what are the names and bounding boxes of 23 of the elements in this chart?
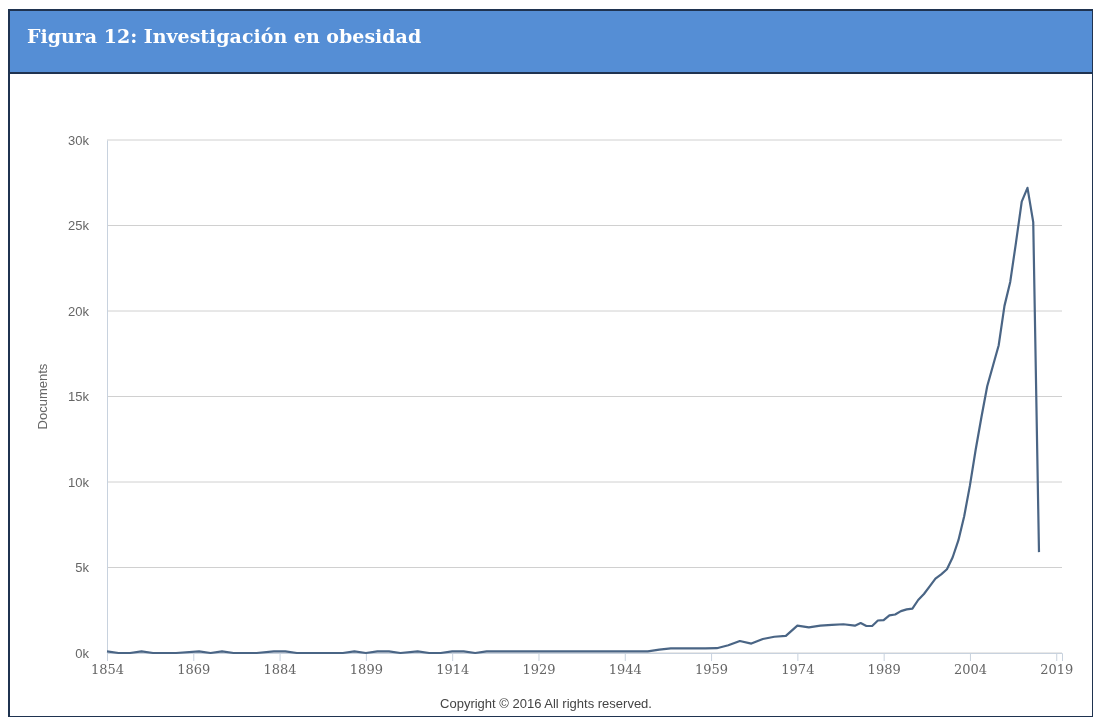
- x-tick-label: 1944: [608, 662, 642, 678]
- x-tick-label: 1974: [781, 662, 815, 678]
- chart-title: Figura 12: Investigación en obesidad: [27, 25, 422, 47]
- y-tick-label: 0k: [75, 645, 90, 661]
- x-tick-label: 1914: [436, 662, 470, 678]
- y-tick-label: 30k: [68, 132, 90, 148]
- y-axis-title: Documents: [35, 363, 50, 430]
- x-tick-label: 1869: [177, 662, 211, 678]
- x-tick-label: 1899: [349, 662, 383, 678]
- x-tick-label: 1854: [90, 662, 125, 678]
- x-tick-label: 2019: [1040, 662, 1074, 678]
- y-tick-label: 20k: [68, 303, 90, 319]
- x-tick-label: 1884: [263, 662, 297, 678]
- y-tick-label: 10k: [68, 474, 90, 490]
- x-tick-label: 1929: [522, 662, 556, 678]
- x-tick-label: 2004: [953, 662, 987, 678]
- y-tick-label: 5k: [75, 560, 90, 576]
- y-tick-label: 25k: [68, 218, 90, 234]
- y-tick-label: 15k: [68, 389, 90, 405]
- x-tick-label: 1959: [695, 662, 729, 678]
- line-series: [105, 186, 1041, 655]
- text: Copyright © 2016 All rights reserved.: [440, 696, 652, 711]
- x-tick-label: 1989: [867, 662, 901, 678]
